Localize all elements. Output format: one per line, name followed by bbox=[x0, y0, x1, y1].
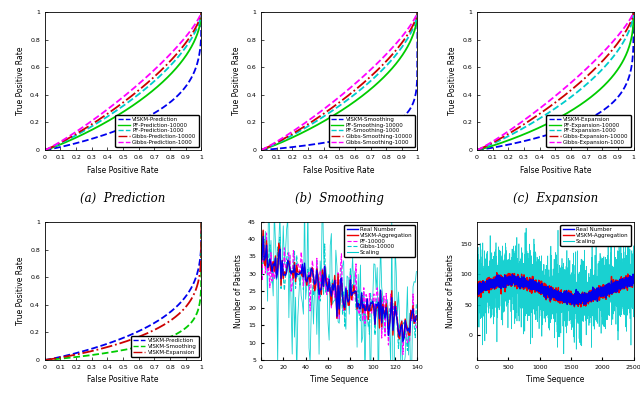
X-axis label: False Positive Rate: False Positive Rate bbox=[87, 376, 159, 384]
Legend: VISKM-Expansion, PF-Expansion-10000, PF-Expansion-1000, Gibbs-Expansion-10000, G: VISKM-Expansion, PF-Expansion-10000, PF-… bbox=[547, 114, 631, 147]
Legend: Real Number, VISKM-Aggregation, PF-10000, Gibbs-10000, Scaling: Real Number, VISKM-Aggregation, PF-10000… bbox=[344, 225, 415, 258]
Y-axis label: Number of Patients: Number of Patients bbox=[446, 254, 455, 328]
X-axis label: Time Sequence: Time Sequence bbox=[310, 376, 369, 384]
X-axis label: False Positive Rate: False Positive Rate bbox=[87, 166, 159, 174]
Text: (a)  Prediction: (a) Prediction bbox=[81, 192, 166, 204]
Legend: VISKM-Smoothing, PF-Smoothing-10000, PF-Smoothing-1000, Gibbs-Smoothing-10000, G: VISKM-Smoothing, PF-Smoothing-10000, PF-… bbox=[329, 114, 415, 147]
Text: (c)  Expansion: (c) Expansion bbox=[513, 192, 598, 204]
Text: (b)  Smoothing: (b) Smoothing bbox=[295, 192, 383, 204]
X-axis label: Time Sequence: Time Sequence bbox=[526, 376, 584, 384]
X-axis label: False Positive Rate: False Positive Rate bbox=[520, 166, 591, 174]
Legend: VISKM-Prediction, PF-Prediction-10000, PF-Prediction-1000, Gibbs-Prediction-1000: VISKM-Prediction, PF-Prediction-10000, P… bbox=[115, 114, 198, 147]
Legend: VISKM-Prediction, VISKM-Smoothing, VISKM-Expansion: VISKM-Prediction, VISKM-Smoothing, VISKM… bbox=[131, 336, 198, 357]
X-axis label: False Positive Rate: False Positive Rate bbox=[303, 166, 375, 174]
Legend: Real Number, VISKM-Aggregation, Scaling: Real Number, VISKM-Aggregation, Scaling bbox=[561, 225, 631, 246]
Y-axis label: True Positive Rate: True Positive Rate bbox=[15, 257, 24, 325]
Y-axis label: True Positive Rate: True Positive Rate bbox=[448, 47, 457, 115]
Y-axis label: Number of Patients: Number of Patients bbox=[234, 254, 243, 328]
Y-axis label: True Positive Rate: True Positive Rate bbox=[15, 47, 24, 115]
Y-axis label: True Positive Rate: True Positive Rate bbox=[232, 47, 241, 115]
